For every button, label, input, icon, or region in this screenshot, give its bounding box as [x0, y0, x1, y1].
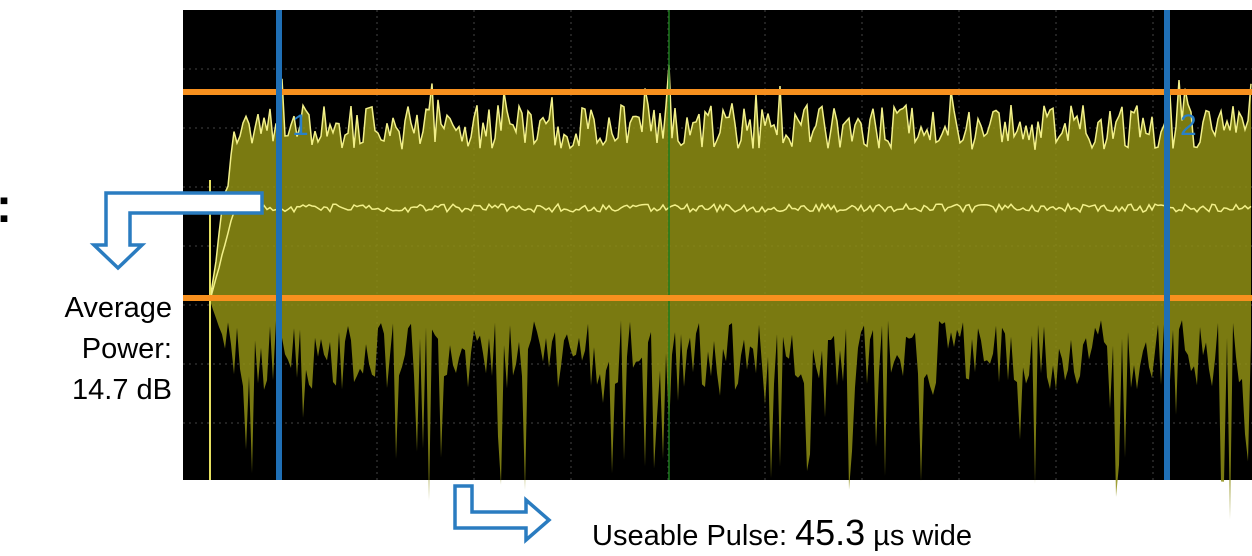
- cursor-label: 2: [1180, 109, 1197, 142]
- pulse-unit: µs wide: [873, 520, 972, 552]
- arrow: [455, 486, 549, 540]
- annotation-line: 14.7 dB: [72, 374, 172, 406]
- annotation-line: Power:: [82, 333, 172, 365]
- annotation-line: Average: [65, 292, 173, 324]
- page: 1 2 : Average Power: 14.7 dB Useable Pul…: [0, 0, 1252, 556]
- cursor-label: 1: [292, 109, 309, 142]
- pulse-label: Useable Pulse:: [592, 520, 787, 552]
- edge-fragment: :: [0, 180, 12, 233]
- pulse-value: 45.3: [795, 512, 865, 553]
